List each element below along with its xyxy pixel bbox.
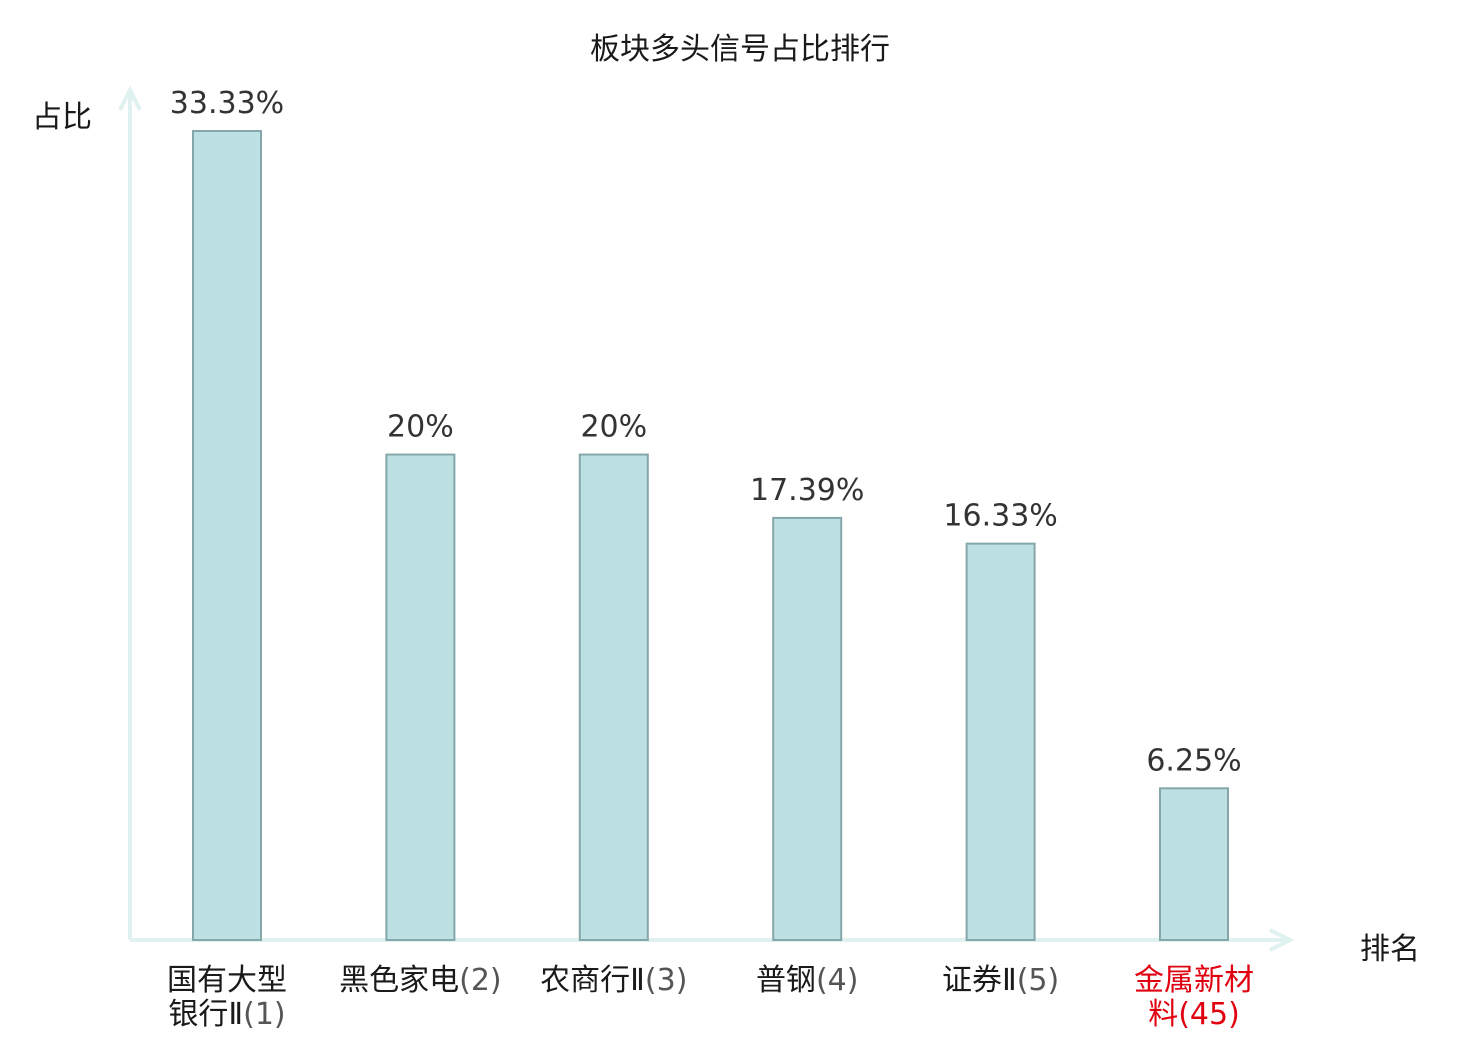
- bar: [578, 453, 649, 941]
- data-label: 20%: [387, 410, 454, 445]
- data-label: 17.39%: [750, 473, 864, 508]
- category-rank: (4): [815, 963, 859, 998]
- category-name: 金属新材: [1134, 963, 1254, 998]
- category-rank: (3): [644, 963, 688, 998]
- category-name: 国有大型: [167, 963, 287, 998]
- y-axis-label: 占比: [32, 100, 92, 135]
- category-rank: (2): [459, 963, 502, 998]
- data-label: 33.33%: [170, 86, 284, 121]
- category-rank: (45): [1178, 997, 1240, 1032]
- data-label: 20%: [580, 410, 647, 445]
- bar: [385, 453, 456, 941]
- x-tick-label: 证券Ⅱ(5): [901, 964, 1101, 998]
- x-axis-arrow: [1269, 928, 1295, 952]
- category-name: 普钢: [755, 963, 816, 998]
- x-tick-label: 普钢(4): [707, 964, 907, 998]
- category-rank: (5): [1016, 963, 1060, 998]
- data-label: 6.25%: [1146, 743, 1241, 778]
- category-name: 证券Ⅱ: [941, 963, 1017, 998]
- bar: [965, 542, 1036, 942]
- x-tick-label: 金属新材 料(45): [1094, 964, 1294, 1032]
- x-axis-label: 排名: [1360, 932, 1420, 967]
- chart-title: 板块多头信号占比排行: [590, 32, 890, 67]
- category-name: 农商行Ⅱ: [540, 963, 645, 998]
- x-tick-label: 黑色家电(2): [320, 964, 520, 998]
- bar: [772, 516, 843, 941]
- x-tick-label: 国有大型 银行Ⅱ(1): [127, 964, 327, 1032]
- bar: [192, 130, 262, 941]
- category-name: 黑色家电: [339, 963, 460, 998]
- data-label: 16.33%: [943, 499, 1057, 534]
- category-name-cont: 料: [1148, 997, 1179, 1032]
- category-rank: (1): [243, 997, 286, 1032]
- x-tick-label: 农商行Ⅱ(3): [514, 964, 714, 998]
- bar: [1159, 787, 1229, 941]
- category-name-cont: 银行Ⅱ: [168, 997, 244, 1032]
- y-axis-arrow: [118, 85, 142, 111]
